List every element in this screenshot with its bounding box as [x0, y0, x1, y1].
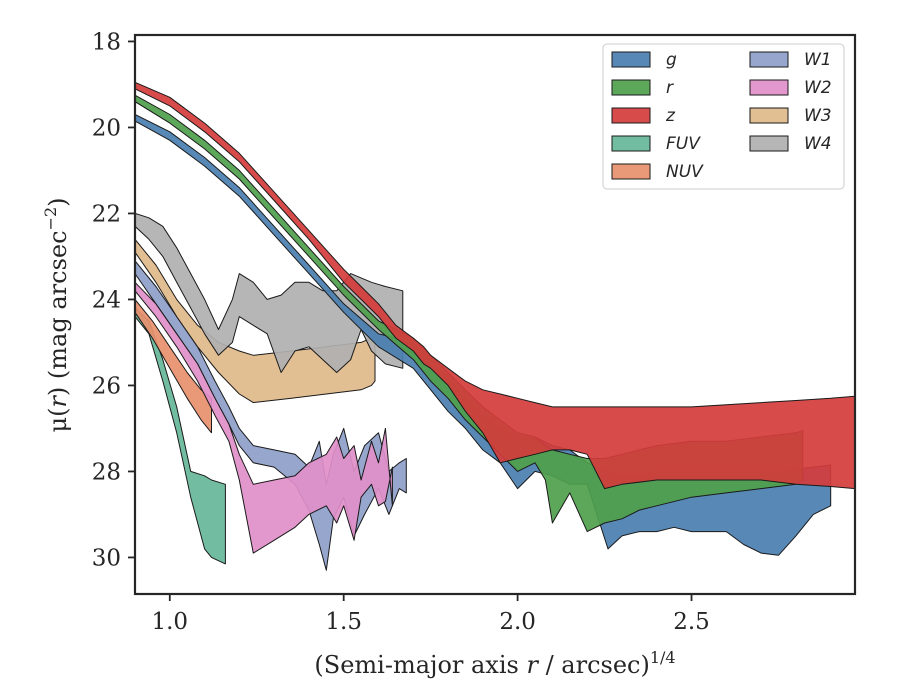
band-W2 [135, 281, 393, 554]
legend-label-NUV: NUV [666, 162, 704, 182]
x-tick-label: 2.0 [499, 609, 536, 635]
x-tick-label: 2.5 [673, 609, 710, 635]
legend-label-g: g [666, 50, 677, 70]
legend-label-W1: W1 [804, 50, 832, 70]
legend-label-W2: W2 [804, 78, 832, 98]
y-tick-label: 22 [92, 201, 121, 227]
y-tick-label: 28 [92, 459, 121, 485]
y-tick-label: 24 [92, 287, 121, 313]
y-axis-label: μ(r) (mag arcsec−2) [41, 197, 72, 432]
band-FUV [135, 307, 226, 565]
x-axis: 1.0 1.5 2.0 2.5 [151, 594, 710, 635]
legend-label-W4: W4 [804, 134, 832, 154]
y-tick-label: 18 [92, 29, 121, 55]
legend-label-W3: W3 [804, 106, 832, 126]
y-tick-label: 30 [92, 545, 121, 571]
legend-swatch-r [611, 79, 651, 96]
legend-swatch-W4 [749, 135, 789, 152]
x-axis-label: (Semi-major axis r / arcsec)1/4 [314, 648, 675, 679]
band-z [135, 81, 855, 490]
plot-frame [133, 33, 857, 596]
legend-label-r: r [666, 78, 674, 98]
legend-swatch-z [611, 107, 651, 124]
band-NUV [135, 298, 212, 434]
legend: grz FUV NUV W1 W2 W3 W4 [602, 43, 845, 190]
legend-swatch-W2 [749, 79, 789, 96]
band-layer [135, 81, 855, 571]
y-tick-label: 26 [92, 373, 121, 399]
legend-swatch-g [611, 51, 651, 68]
x-tick-label: 1.5 [325, 609, 362, 635]
legend-swatch-NUV [611, 163, 651, 180]
band-W4 [135, 212, 404, 373]
legend-label-FUV: FUV [666, 134, 701, 154]
legend-label-z: z [665, 106, 676, 126]
x-tick-label: 1.0 [151, 609, 188, 635]
legend-swatch-W3 [749, 107, 789, 124]
legend-swatch-W1 [749, 51, 789, 68]
y-tick-label: 20 [92, 115, 121, 141]
legend-swatch-FUV [611, 135, 651, 152]
y-axis: 18 20 22 24 26 28 30 [92, 29, 135, 571]
